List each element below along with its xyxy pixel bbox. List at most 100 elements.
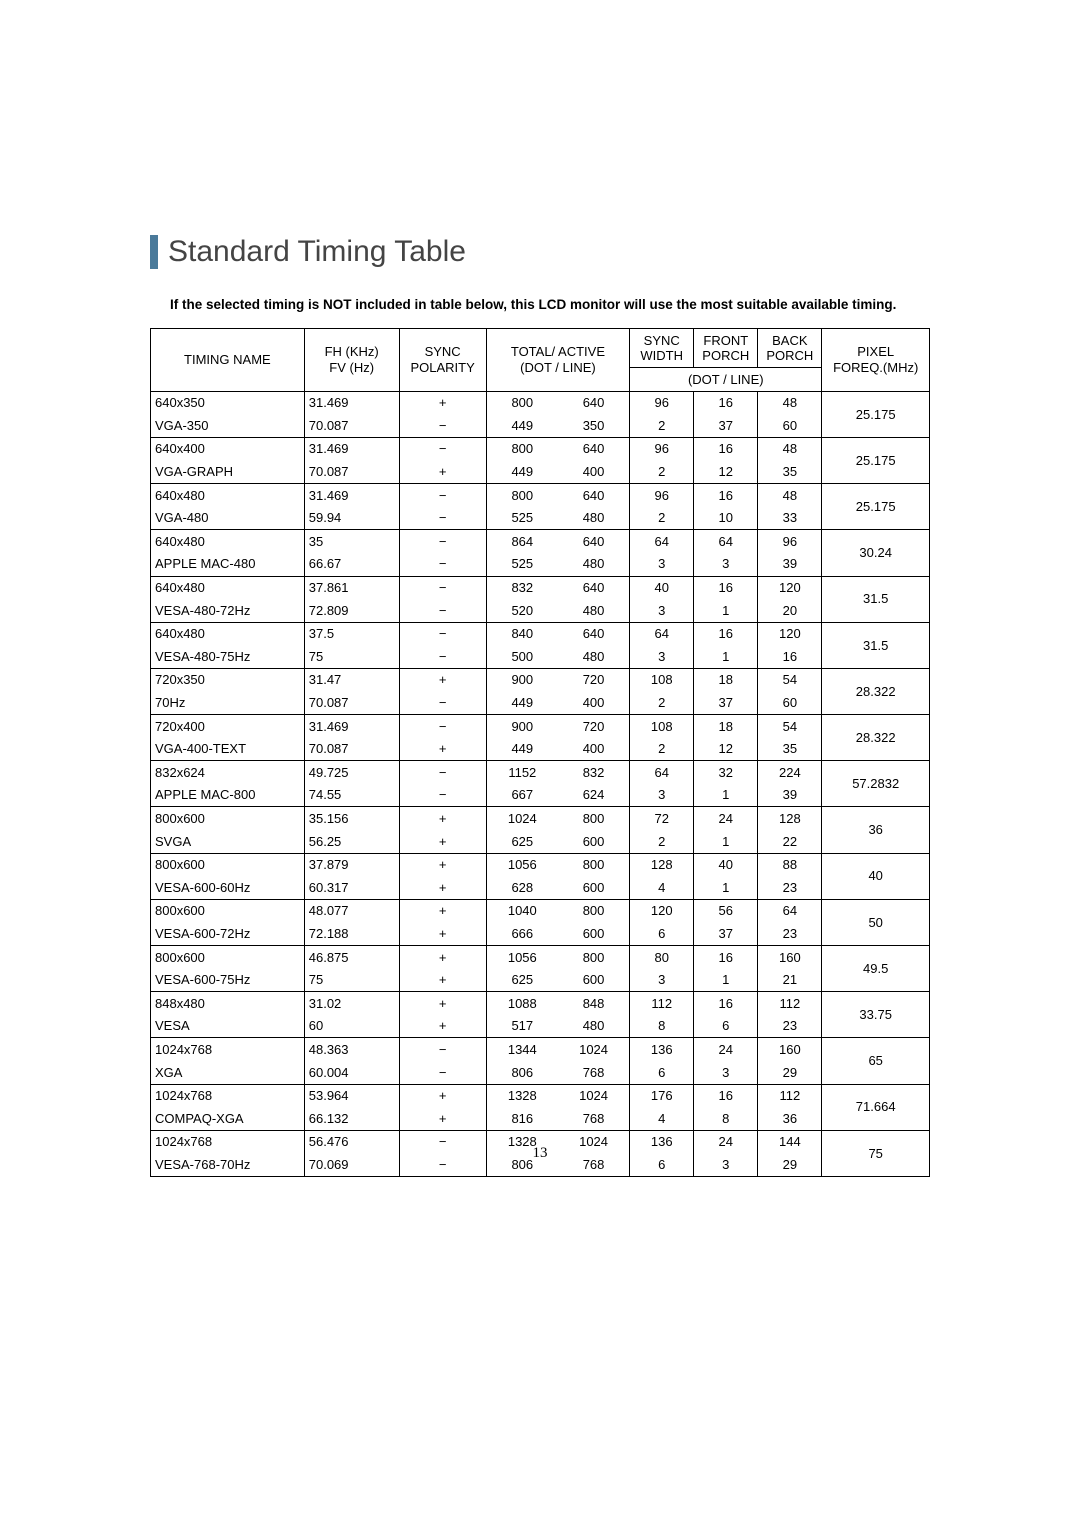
cell-active: 848 [558,992,630,1015]
cell-front-porch: 1 [694,784,758,807]
cell-name: COMPAQ-XGA [151,1107,305,1130]
cell-back-porch: 128 [758,807,822,830]
cell-name: 640x480 [151,530,305,553]
cell-sync-width: 108 [630,668,694,691]
cell-polarity: + [399,807,486,830]
cell-back-porch: 23 [758,1015,822,1038]
cell-fh: 31.469 [304,484,399,507]
cell-total: 800 [486,437,558,460]
cell-name: VESA [151,1015,305,1038]
cell-sync-width: 3 [630,969,694,992]
cell-polarity: + [399,461,486,484]
cell-polarity: + [399,876,486,899]
table-row: 832x62449.725−1152832643222457.2832 [151,761,930,784]
cell-sync-width: 96 [630,484,694,507]
page-number: 13 [0,1145,1080,1162]
cell-sync-width: 3 [630,553,694,576]
cell-back-porch: 54 [758,715,822,738]
cell-pixel-freq: 25.175 [822,391,930,437]
cell-total: 1040 [486,899,558,922]
cell-fh: 60.004 [304,1061,399,1084]
cell-pixel-freq: 28.322 [822,715,930,761]
table-row: 800x60048.077+1040800120566450 [151,899,930,922]
cell-fh: 75 [304,969,399,992]
cell-fh: 37.861 [304,576,399,599]
cell-name: APPLE MAC-800 [151,784,305,807]
cell-back-porch: 33 [758,507,822,530]
cell-polarity: + [399,922,486,945]
cell-fh: 35.156 [304,807,399,830]
cell-sync-width: 40 [630,576,694,599]
table-row: 640x48037.5−840640641612031.5 [151,622,930,645]
cell-back-porch: 160 [758,1038,822,1061]
cell-active: 480 [558,599,630,622]
cell-total: 864 [486,530,558,553]
th-sync-polarity: SYNC POLARITY [399,329,486,392]
cell-sync-width: 176 [630,1084,694,1107]
cell-sync-width: 80 [630,946,694,969]
table-row: VESA60+5174808623 [151,1015,930,1038]
cell-active: 1024 [558,1084,630,1107]
th-fh-fv: FH (KHz) FV (Hz) [304,329,399,392]
cell-total: 800 [486,484,558,507]
cell-total: 1056 [486,853,558,876]
cell-fh: 37.879 [304,853,399,876]
cell-polarity: + [399,830,486,853]
cell-front-porch: 12 [694,738,758,761]
cell-back-porch: 60 [758,692,822,715]
cell-name: VGA-480 [151,507,305,530]
table-row: SVGA56.25+6256002122 [151,830,930,853]
table-row: 800x60046.875+1056800801616049.5 [151,946,930,969]
cell-back-porch: 54 [758,668,822,691]
cell-pixel-freq: 57.2832 [822,761,930,807]
table-row: 70Hz70.087−44940023760 [151,692,930,715]
cell-pixel-freq: 50 [822,899,930,945]
cell-active: 400 [558,738,630,761]
cell-polarity: − [399,484,486,507]
cell-name: SVGA [151,830,305,853]
cell-front-porch: 1 [694,876,758,899]
cell-polarity: − [399,576,486,599]
cell-total: 832 [486,576,558,599]
cell-name: VGA-GRAPH [151,461,305,484]
cell-name: 640x350 [151,391,305,414]
cell-fh: 31.02 [304,992,399,1015]
cell-sync-width: 108 [630,715,694,738]
cell-active: 480 [558,645,630,668]
cell-back-porch: 60 [758,414,822,437]
cell-active: 640 [558,437,630,460]
cell-front-porch: 24 [694,807,758,830]
cell-name: 800x600 [151,899,305,922]
cell-pixel-freq: 49.5 [822,946,930,992]
cell-name: 70Hz [151,692,305,715]
cell-front-porch: 37 [694,692,758,715]
cell-total: 1088 [486,992,558,1015]
cell-fh: 74.55 [304,784,399,807]
cell-polarity: − [399,414,486,437]
cell-fh: 31.469 [304,391,399,414]
cell-name: 640x480 [151,622,305,645]
cell-fh: 35 [304,530,399,553]
table-row: VESA-600-75Hz75+6256003121 [151,969,930,992]
table-row: VGA-35070.087−44935023760 [151,414,930,437]
cell-active: 600 [558,876,630,899]
cell-fh: 60.317 [304,876,399,899]
cell-polarity: − [399,530,486,553]
table-row: 720x35031.47+900720108185428.322 [151,668,930,691]
cell-polarity: − [399,553,486,576]
cell-polarity: + [399,738,486,761]
cell-active: 720 [558,668,630,691]
cell-name: VESA-600-60Hz [151,876,305,899]
cell-fh: 60 [304,1015,399,1038]
cell-active: 600 [558,830,630,853]
cell-back-porch: 120 [758,622,822,645]
cell-total: 1152 [486,761,558,784]
cell-front-porch: 1 [694,599,758,622]
cell-sync-width: 6 [630,1061,694,1084]
cell-sync-width: 2 [630,738,694,761]
cell-pixel-freq: 33.75 [822,992,930,1038]
cell-front-porch: 16 [694,1084,758,1107]
table-row: 800x60037.879+1056800128408840 [151,853,930,876]
cell-back-porch: 88 [758,853,822,876]
cell-name: VESA-600-75Hz [151,969,305,992]
